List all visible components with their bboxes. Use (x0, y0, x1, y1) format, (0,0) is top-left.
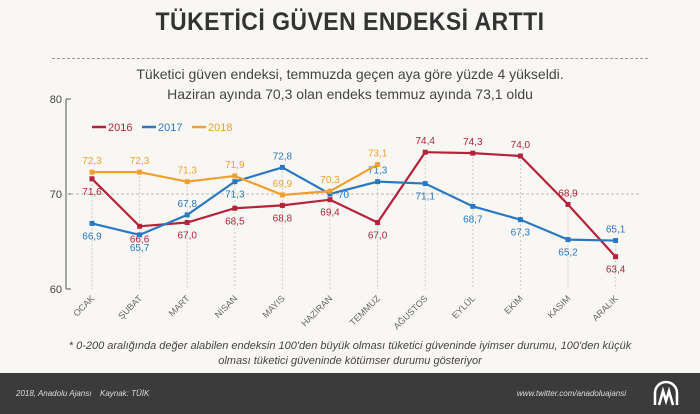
data-point-2018 (375, 162, 381, 168)
data-label-2018: 71,9 (225, 160, 245, 171)
data-label-2016: 74,4 (415, 136, 435, 147)
data-label-2016: 74,0 (511, 140, 531, 151)
twitter-link[interactable]: www.twitter.com/anadoluajansi (516, 389, 626, 398)
x-tick-label: EYLÜL (450, 293, 477, 320)
x-tick-label: EKİM (502, 293, 525, 316)
footnote-line-2: olması tüketici güveninde kötümser durum… (218, 355, 482, 367)
data-point-2016 (327, 197, 333, 203)
data-label-2016: 71,6 (82, 187, 102, 198)
data-point-2016 (613, 254, 619, 260)
subtitle-line-2: Haziran ayında 70,3 olan endeks temmuz a… (167, 86, 533, 102)
y-tick-label: 60 (50, 284, 62, 296)
x-tick-label: KASIM (546, 293, 573, 320)
x-tick-label: TEMMUZ (348, 293, 383, 328)
legend-label-2017: 2017 (158, 122, 182, 134)
anadolu-logo-icon (653, 380, 679, 406)
x-tick-label: ŞUBAT (116, 293, 144, 321)
data-point-2018 (184, 179, 190, 185)
data-label-2016: 69,4 (320, 208, 340, 219)
data-point-2017 (89, 220, 95, 226)
data-point-2018 (279, 192, 285, 198)
footnote-line-1: * 0-200 aralığında değer alabilen endeks… (68, 340, 632, 352)
data-label-2017: 65,2 (558, 248, 578, 259)
x-tick-label: NİSAN (213, 293, 240, 320)
data-label-2017: 67,8 (177, 199, 197, 210)
data-label-2017: 72,8 (273, 151, 293, 162)
data-label-2016: 68,5 (225, 216, 245, 227)
data-label-2016: 67,0 (368, 231, 388, 242)
data-label-2016: 74,3 (463, 137, 483, 148)
data-label-2017: 67,3 (511, 228, 531, 239)
page-title: TÜKETİCİ GÜVEN ENDEKSİ ARTTI (155, 8, 545, 36)
data-label-2017: 71,1 (415, 192, 435, 203)
legend-label-2018: 2018 (208, 122, 232, 134)
data-point-2017 (517, 217, 523, 223)
data-label-2016: 63,4 (606, 265, 626, 276)
data-label-2017: 70 (338, 190, 350, 201)
series-line-2016 (91, 151, 617, 258)
data-point-2017 (184, 212, 190, 218)
data-point-2017 (613, 238, 619, 244)
x-tick-label: AĞUSTOS (392, 293, 430, 331)
data-point-2018 (232, 173, 238, 179)
data-label-2017: 71,3 (368, 166, 388, 177)
data-point-2016 (565, 201, 571, 207)
data-label-2017: 71,3 (225, 190, 245, 201)
data-point-2016 (422, 149, 428, 155)
credit: 2018, Anadolu Ajansı (16, 389, 92, 398)
data-point-2016 (517, 153, 523, 159)
data-point-2016 (470, 150, 476, 156)
x-tick-label: ARALIK (590, 293, 620, 323)
data-point-2017 (327, 191, 333, 197)
y-tick-label: 70 (50, 189, 62, 201)
data-point-2017 (375, 179, 381, 185)
data-point-2016 (375, 220, 381, 225)
legend-label-2016: 2016 (108, 122, 132, 134)
data-point-2017 (470, 203, 476, 209)
data-label-2016: 68,8 (273, 213, 293, 224)
series-line-2017 (91, 166, 616, 242)
subtitle-line-1: Tüketici güven endeksi, temmuzda geçen a… (136, 66, 564, 82)
data-label-2016: 67,0 (177, 231, 197, 242)
line-chart: 60 70 80 OCAK ŞUBAT MART NİSAN MAYIS HAZİRAN TEMM… (50, 94, 640, 331)
data-point-2016 (232, 205, 238, 211)
data-label-2016: 66,6 (130, 234, 150, 245)
data-point-2018 (327, 188, 333, 194)
data-point-2017 (137, 232, 143, 238)
data-label-2017: 66,9 (82, 231, 102, 242)
data-point-2018 (89, 169, 95, 175)
data-point-2017 (422, 181, 428, 187)
footer: 2018, Anadolu Ajansı Kaynak: TÜİK www.tw… (0, 373, 700, 414)
data-label-2018: 71,3 (177, 166, 197, 177)
x-tick-label: MAYIS (260, 293, 286, 319)
data-point-2016 (279, 202, 285, 208)
data-point-2016 (137, 223, 143, 229)
data-label-2017: 65,7 (130, 243, 150, 254)
y-tick-label: 80 (50, 94, 62, 106)
x-tick-label: MART (167, 293, 192, 318)
data-point-2016 (184, 220, 190, 225)
divider (52, 58, 648, 59)
data-point-2017 (232, 179, 238, 185)
data-label-2018: 72,3 (130, 156, 150, 167)
data-label-2018: 72,3 (82, 156, 102, 167)
data-label-2018: 70,3 (320, 175, 340, 186)
data-label-2018: 69,9 (273, 179, 293, 190)
data-label-2017: 65,1 (606, 225, 626, 236)
source: Kaynak: TÜİK (100, 389, 150, 398)
x-tick-label: OCAK (71, 293, 96, 318)
data-point-2018 (137, 169, 143, 175)
data-point-2016 (89, 176, 95, 182)
x-tick-label: HAZİRAN (299, 293, 334, 328)
data-label-2018: 73,1 (368, 149, 388, 160)
data-label-2017: 68,7 (463, 214, 483, 225)
data-label-2016: 68,9 (558, 188, 578, 199)
data-point-2017 (279, 164, 285, 170)
data-point-2017 (565, 237, 571, 243)
